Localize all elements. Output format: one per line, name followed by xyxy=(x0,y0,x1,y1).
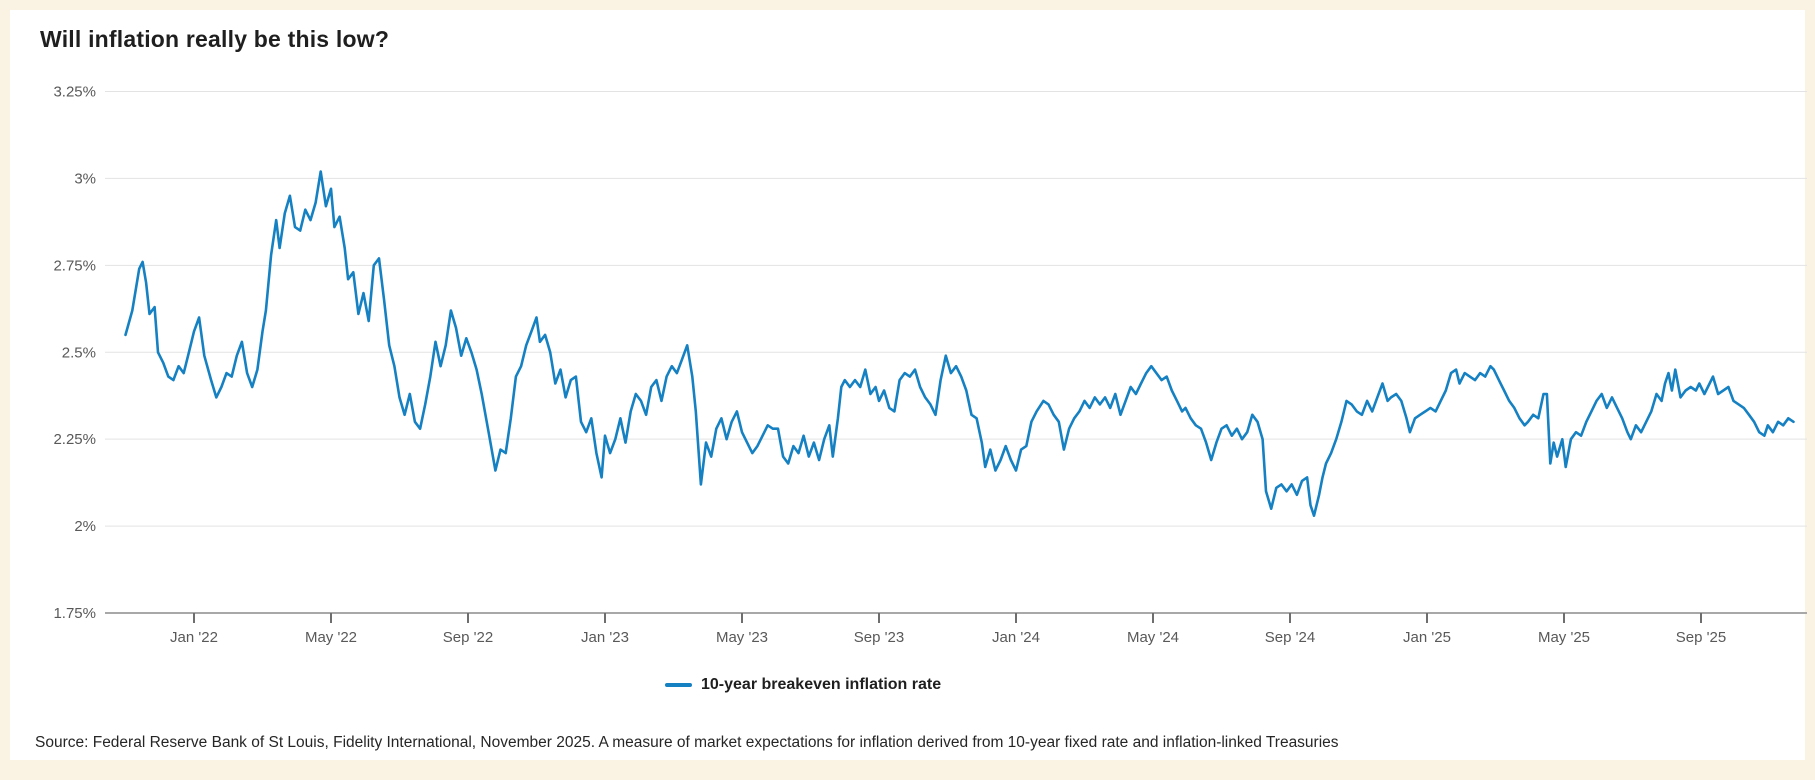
x-axis-tick-label: Jan '24 xyxy=(992,629,1040,646)
legend-label: 10-year breakeven inflation rate xyxy=(701,676,942,693)
page-title: Will inflation really be this low? xyxy=(40,26,390,52)
x-axis-tick-label: May '23 xyxy=(716,629,768,646)
x-axis-tick-label: May '24 xyxy=(1127,629,1179,646)
x-axis-tick-label: Jan '23 xyxy=(581,629,629,646)
y-axis-tick-label: 3.25% xyxy=(53,84,96,101)
breakeven-line-series xyxy=(124,170,1795,518)
y-axis-tick-label: 3% xyxy=(74,170,96,187)
x-axis-tick-label: Sep '23 xyxy=(854,629,904,646)
legend-line-swatch xyxy=(665,683,692,687)
y-axis-tick-label: 2.5% xyxy=(62,344,96,361)
breakeven-inflation-line-chart: 3.25% 3% 2.75% 2.5% 2.25% 2% 1.75% Jan '22 May '… xyxy=(53,84,1807,646)
y-axis-tick-label: 2.75% xyxy=(53,257,96,274)
x-axis-tick-label: May '22 xyxy=(305,629,357,646)
x-axis-tick-label: May '25 xyxy=(1538,629,1590,646)
y-axis-tick-label: 2.25% xyxy=(53,431,96,448)
x-axis-tick-label: Jan '25 xyxy=(1403,629,1451,646)
x-axis-tick-label: Sep '22 xyxy=(443,629,493,646)
y-axis-tick-label: 1.75% xyxy=(53,605,96,622)
source-text: Source: Federal Reserve Bank of St Louis… xyxy=(35,734,1339,751)
y-axis-tick-label: 2% xyxy=(74,518,96,535)
x-axis-tick-label: Sep '24 xyxy=(1265,629,1315,646)
x-axis-tick-label: Sep '25 xyxy=(1676,629,1726,646)
x-axis-tick-label: Jan '22 xyxy=(170,629,218,646)
chart-legend: 10-year breakeven inflation rate xyxy=(665,676,941,694)
chart-card: Will inflation really be this low? 3.25%… xyxy=(10,10,1807,760)
